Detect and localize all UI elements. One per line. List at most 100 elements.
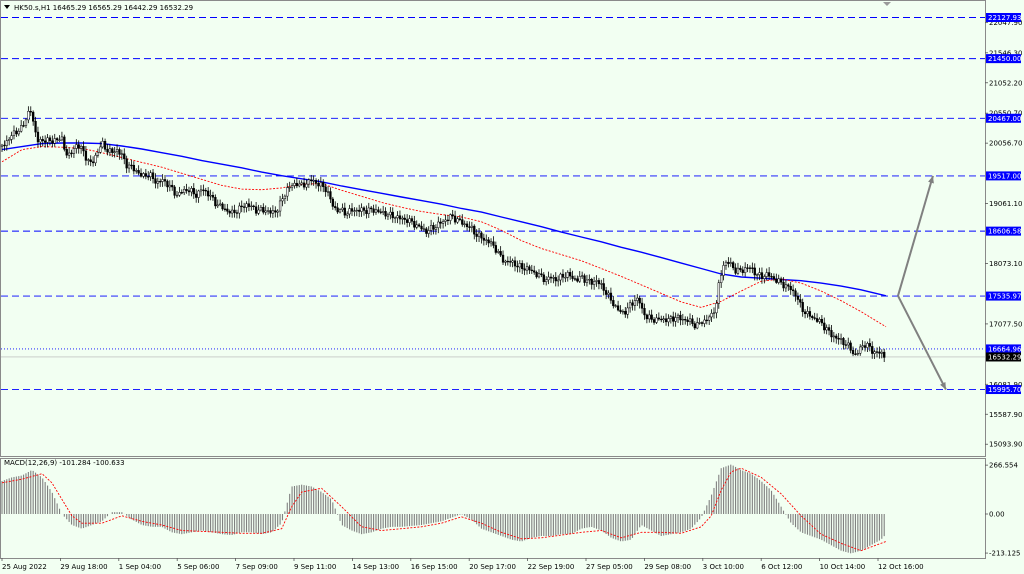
candle-body — [626, 307, 629, 315]
candle-body — [847, 342, 850, 346]
candle-body — [597, 280, 601, 285]
candle-body — [487, 239, 490, 244]
moving-averages — [1, 142, 887, 328]
y-tick-label: 20550.70 — [989, 110, 1022, 118]
candle-body — [614, 305, 617, 307]
projection-arrow-line[interactable] — [897, 175, 934, 297]
candle-body — [36, 131, 40, 143]
level-price-label-bg — [986, 171, 1021, 181]
candle-body — [367, 207, 370, 214]
candle-body — [470, 225, 474, 228]
candle-body — [415, 224, 418, 228]
candle-body — [755, 274, 759, 276]
candle-body — [691, 318, 694, 324]
x-tick-label: 3 Oct 10:00 — [703, 563, 744, 571]
macd-axis: 266.554 0.00 -213.125 — [985, 462, 1020, 558]
candle-body — [91, 161, 95, 164]
candle-body — [317, 183, 320, 187]
candle-body — [187, 190, 191, 193]
candle-body — [343, 207, 346, 216]
candle-body — [223, 208, 227, 210]
candle-body — [856, 353, 859, 355]
candle-body — [794, 290, 797, 297]
projection-arrow-line[interactable] — [897, 295, 947, 391]
candle-body — [748, 267, 752, 269]
candle-body — [427, 230, 430, 234]
candle-body — [624, 310, 627, 315]
shift-marker-icon[interactable] — [883, 2, 891, 6]
candle-body — [751, 267, 754, 269]
candle-body — [233, 209, 236, 213]
candle-body — [439, 221, 442, 224]
candle-body — [535, 271, 538, 278]
candle-body — [298, 183, 301, 187]
candle-body — [302, 182, 306, 188]
candle-body — [437, 221, 440, 228]
candle-body — [84, 150, 88, 161]
current-price-label: 16532.29 — [988, 353, 1021, 361]
candle-body — [247, 203, 251, 207]
x-tick-label: 10 Oct 14:00 — [820, 563, 866, 571]
candle-body — [820, 318, 824, 324]
candle-body — [573, 278, 577, 280]
level-price-label: 17535.97 — [988, 293, 1021, 301]
candle-body — [53, 138, 56, 144]
candle-body — [228, 211, 231, 214]
candle-body — [451, 214, 454, 217]
candle-body — [616, 305, 620, 311]
symbol-info: HK50.s,H1 16465.29 16565.29 16442.29 165… — [14, 4, 193, 12]
candle-body — [600, 283, 603, 285]
candle-body — [727, 261, 730, 264]
candle-body — [456, 218, 459, 223]
candle-body — [331, 198, 334, 207]
candle-body — [394, 217, 397, 219]
x-tick-label: 25 Aug 2022 — [2, 563, 47, 571]
candle-body — [125, 158, 128, 169]
candle-body — [712, 312, 716, 314]
candle-body — [398, 215, 402, 220]
candle-body — [413, 221, 416, 228]
candle-body — [533, 270, 536, 273]
candle-body — [715, 303, 718, 314]
candle-body — [24, 119, 28, 126]
candle-body — [652, 319, 656, 323]
level-price-label-bg — [986, 226, 1021, 236]
candle-body — [453, 215, 457, 223]
candle-body — [861, 345, 864, 348]
candle-body — [441, 221, 445, 224]
candle-body — [70, 152, 73, 155]
candle-body — [602, 283, 605, 291]
candle-body — [290, 185, 294, 188]
collapse-triangle-icon[interactable] — [4, 5, 10, 9]
candle-body — [204, 190, 207, 192]
candle-body — [326, 191, 330, 193]
candle-body — [734, 267, 737, 274]
candle-body — [619, 309, 622, 312]
candle-body — [676, 314, 680, 318]
candle-body — [161, 179, 164, 182]
candle-body — [863, 345, 867, 348]
candle-body — [322, 182, 325, 188]
candle-body — [209, 194, 212, 197]
candle-body — [449, 214, 452, 221]
candle-body — [545, 279, 548, 283]
candle-body — [799, 299, 802, 303]
macd-signal-line — [1, 467, 887, 552]
candle-body — [432, 225, 435, 230]
candle-body — [698, 322, 701, 324]
candle-body — [221, 203, 224, 210]
candle-body — [329, 191, 332, 200]
macd-info: MACD(12,26,9) -101.284 -100.633 — [4, 459, 125, 467]
candle-body — [444, 219, 447, 222]
candle-body — [844, 344, 847, 346]
candle-body — [880, 351, 883, 354]
candle-body — [144, 173, 147, 177]
candle-body — [648, 314, 651, 320]
level-price-label: 21450.00 — [988, 55, 1021, 63]
candle-body — [252, 205, 255, 208]
candle-body — [767, 272, 771, 277]
candle-body — [75, 144, 78, 149]
candle-body — [791, 289, 795, 292]
candle-body — [199, 189, 203, 192]
candle-body — [334, 206, 337, 209]
